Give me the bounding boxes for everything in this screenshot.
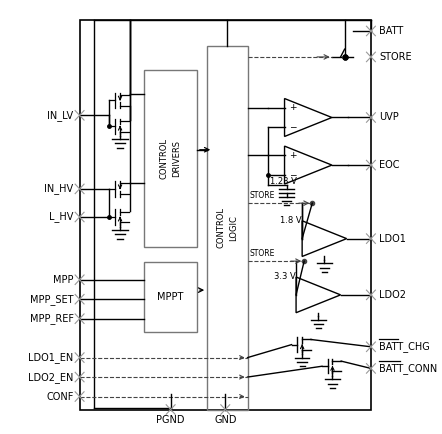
Text: +: + [289,103,297,112]
Text: LDO1_EN: LDO1_EN [28,352,73,363]
Text: MPP_SET: MPP_SET [30,294,73,305]
Bar [80,20,371,410]
Text: 1.8 V: 1.8 V [280,216,301,225]
Text: BATT: BATT [379,26,403,36]
Text: −: − [289,170,297,179]
Text: STORE: STORE [250,191,275,200]
Text: 1.23 V: 1.23 V [271,177,297,186]
Text: LDO2: LDO2 [379,290,406,300]
Text: MPP_REF: MPP_REF [30,313,73,324]
Text: LDO2_EN: LDO2_EN [28,372,73,382]
Text: MPPT: MPPT [157,292,184,302]
Text: LDO1: LDO1 [379,233,406,243]
Bar [207,46,248,410]
Text: UVP: UVP [379,112,399,122]
Text: CONTROL
LOGIC: CONTROL LOGIC [217,207,238,248]
Text: BATT_CONN: BATT_CONN [379,363,437,374]
Text: IN_HV: IN_HV [44,184,73,194]
Text: −: − [289,123,297,132]
Text: BATT_CHG: BATT_CHG [379,341,430,352]
Text: IN_LV: IN_LV [47,110,73,121]
Text: STORE: STORE [379,52,412,62]
Text: +: + [289,151,297,160]
Bar [145,263,197,332]
Text: GND: GND [214,415,236,425]
Text: MPP: MPP [53,275,73,285]
Bar [145,70,197,247]
Text: CONTROL
DRIVERS: CONTROL DRIVERS [160,138,181,179]
Text: PGND: PGND [156,415,185,425]
Text: 3.3 V: 3.3 V [274,272,295,281]
Text: L_HV: L_HV [49,211,73,223]
Text: CONF: CONF [46,391,73,401]
Text: EOC: EOC [379,160,400,170]
Text: STORE: STORE [250,249,275,258]
